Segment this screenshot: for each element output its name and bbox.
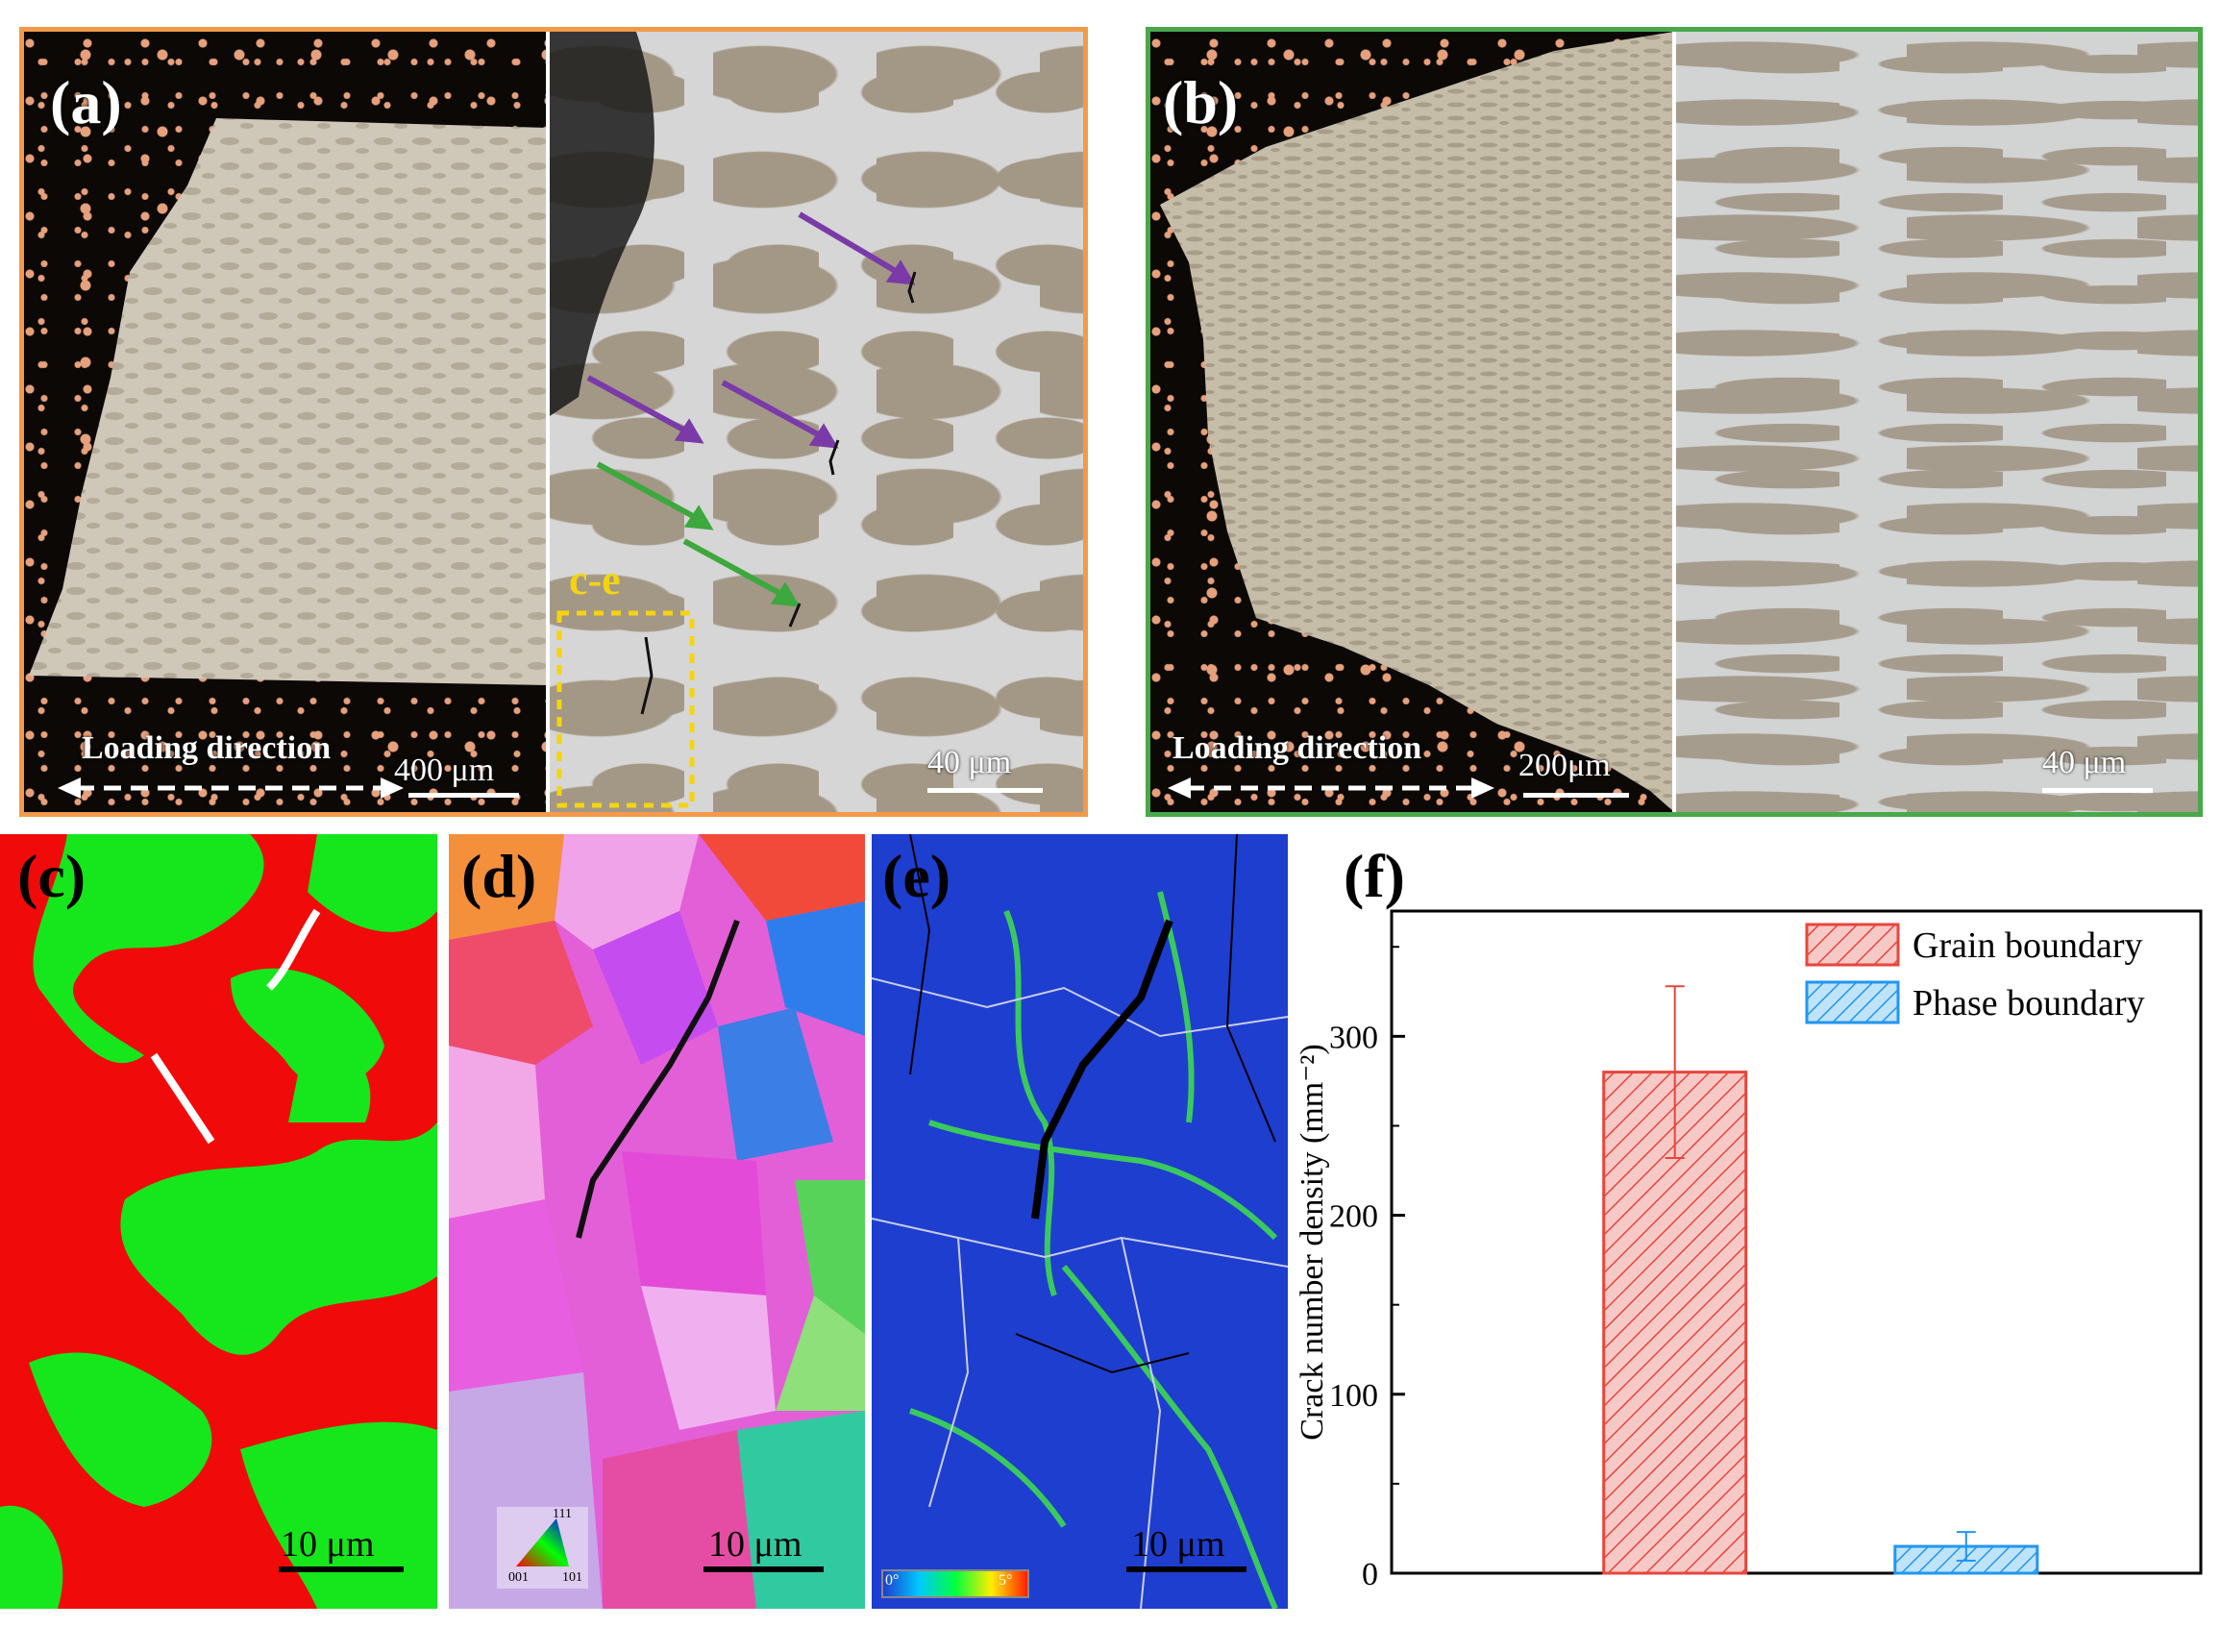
- y-tick-label: 300: [1329, 1020, 1378, 1055]
- panel-b-left-scale-bar: [1523, 793, 1629, 798]
- panel-a-loading-direction: Loading direction: [82, 730, 332, 766]
- panel-d-ipf-map: 111 001 101: [449, 834, 865, 1609]
- kam-scale: [881, 1569, 1029, 1598]
- panel-b-left-scale-text: 200μm: [1518, 748, 1611, 783]
- panel-a-loading-arrow: [58, 777, 404, 799]
- chart-frame: [1390, 909, 2203, 1575]
- ipf-label-101: 101: [562, 1570, 582, 1585]
- panel-b-high-mag: [1676, 32, 2198, 812]
- ipf-label-111: 111: [553, 1507, 572, 1521]
- panel-c-label: (c): [17, 842, 86, 910]
- panel-e-scale-text: 10 μm: [1131, 1524, 1225, 1565]
- panel-a-left-scale-bar: [408, 793, 519, 798]
- panel-a-specimen: [29, 118, 548, 685]
- panel-a-high-mag-overlay: [550, 32, 917, 808]
- panel-e-scale-bar: [1126, 1566, 1246, 1572]
- panel-b-loading-direction: Loading direction: [1172, 730, 1422, 766]
- ipf-key: 111 001 101: [497, 1507, 588, 1589]
- panel-b-label: (b): [1163, 68, 1239, 136]
- panel-e-label: (e): [882, 842, 951, 910]
- y-tick-label: 0: [1362, 1557, 1378, 1592]
- green-arrows: [596, 461, 801, 607]
- panel-b-right-scale-bar: [2042, 788, 2153, 793]
- ipf-triangle: [516, 1518, 569, 1566]
- panel-c-green-phase: [0, 834, 437, 1609]
- panel-b-loading-arrow: [1168, 777, 1494, 799]
- panel-b-frame: [1146, 27, 2203, 817]
- panel-b-specimen: [1160, 32, 1674, 812]
- panel-a-frame: [19, 27, 1088, 817]
- purple-arrows: [586, 211, 916, 449]
- panel-a-left-scale-text: 400 μm: [394, 752, 495, 788]
- legend-swatch-0: [1805, 923, 1900, 967]
- panel-c-scale-text: 10 μm: [281, 1524, 375, 1565]
- panel-b-low-mag: [1150, 32, 1674, 812]
- legend-label-0: Grain boundary: [1913, 925, 2143, 966]
- panel-b-right-scale-text: 40 μm: [2042, 745, 2127, 780]
- panel-d-scale-bar: [703, 1566, 824, 1572]
- panel-d-grains: [449, 834, 865, 1609]
- region-box-c-e: [556, 610, 695, 808]
- y-axis-label: Crack number density (mm⁻²): [1295, 1044, 1330, 1440]
- y-tick-label: 200: [1329, 1199, 1378, 1235]
- ipf-label-001: 001: [508, 1570, 529, 1585]
- panel-a-right-scale-bar: [927, 788, 1043, 793]
- panel-a-right-scale-text: 40 μm: [927, 745, 1012, 780]
- panel-d-scale-text: 10 μm: [708, 1524, 802, 1565]
- panel-e-kam-map: 0° 5°: [872, 834, 1288, 1609]
- panel-e-boundaries: [872, 834, 1288, 1609]
- legend-label-1: Phase boundary: [1913, 983, 2145, 1023]
- panel-a-low-mag: [24, 32, 548, 812]
- kam-min-label: 0°: [885, 1572, 900, 1589]
- panel-d-label: (d): [461, 842, 537, 910]
- panel-a-high-mag: c-e: [550, 32, 1083, 812]
- panel-f-label: (f): [1344, 842, 1405, 910]
- y-tick-label: 100: [1329, 1378, 1378, 1414]
- panel-c-phase-map: [0, 834, 437, 1609]
- panel-b-divider: [1672, 32, 1676, 812]
- panel-a-divider: [546, 32, 550, 812]
- panel-c-scale-bar: [279, 1566, 404, 1572]
- kam-max-label: 5°: [999, 1572, 1013, 1589]
- crack-lines: [640, 271, 917, 715]
- region-label: c-e: [569, 556, 621, 604]
- legend-swatch-1: [1805, 980, 1900, 1024]
- panel-a-label: (a): [50, 68, 122, 136]
